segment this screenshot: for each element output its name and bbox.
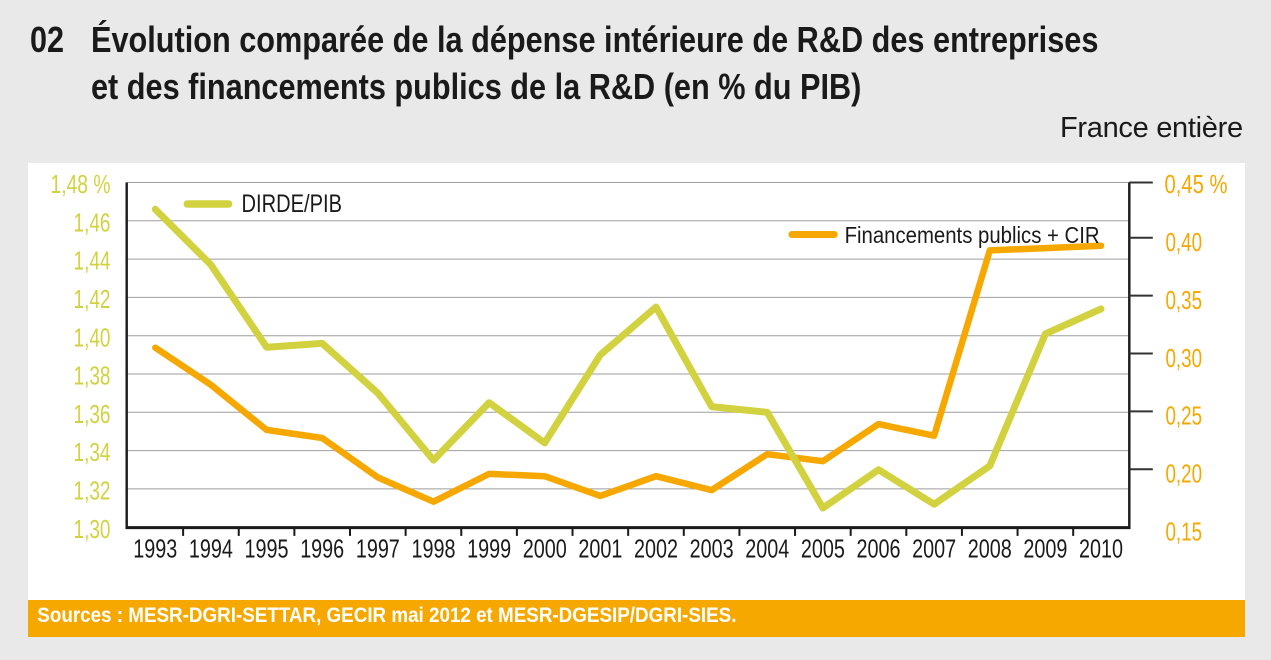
svg-text:1,36: 1,36 <box>74 399 111 429</box>
svg-text:1995: 1995 <box>245 533 289 563</box>
svg-text:2003: 2003 <box>690 533 734 563</box>
svg-text:0,20: 0,20 <box>1166 459 1203 489</box>
svg-text:1,34: 1,34 <box>74 437 111 467</box>
svg-text:1996: 1996 <box>300 533 344 563</box>
svg-text:0,30: 0,30 <box>1166 343 1203 373</box>
svg-text:1,30: 1,30 <box>74 514 111 544</box>
svg-text:1998: 1998 <box>411 533 455 563</box>
svg-text:1994: 1994 <box>189 533 233 563</box>
svg-text:0,25: 0,25 <box>1166 401 1203 431</box>
svg-text:1,44: 1,44 <box>74 246 111 276</box>
svg-text:1,46: 1,46 <box>74 207 111 237</box>
svg-text:1999: 1999 <box>467 533 511 563</box>
svg-text:1,32: 1,32 <box>74 476 111 506</box>
svg-text:0,45 %: 0,45 % <box>1165 169 1228 199</box>
svg-text:DIRDE/PIB: DIRDE/PIB <box>242 190 343 218</box>
svg-text:2006: 2006 <box>856 533 900 563</box>
svg-text:2007: 2007 <box>912 533 956 563</box>
svg-text:Financements publics + CIR: Financements publics + CIR <box>845 222 1100 248</box>
svg-text:2000: 2000 <box>523 533 567 563</box>
svg-text:2002: 2002 <box>634 533 678 563</box>
svg-text:1997: 1997 <box>356 533 400 563</box>
svg-text:2005: 2005 <box>801 533 845 563</box>
svg-text:2008: 2008 <box>968 533 1012 563</box>
svg-text:2004: 2004 <box>745 533 789 563</box>
svg-text:1,40: 1,40 <box>74 322 111 352</box>
svg-text:1,48 %: 1,48 % <box>51 169 111 199</box>
svg-text:1,42: 1,42 <box>74 284 111 314</box>
svg-text:2001: 2001 <box>578 533 622 563</box>
svg-text:2009: 2009 <box>1023 533 1067 563</box>
svg-text:1,38: 1,38 <box>74 361 111 391</box>
svg-text:1993: 1993 <box>133 533 177 563</box>
svg-text:0,15: 0,15 <box>1166 517 1203 547</box>
svg-text:2010: 2010 <box>1079 533 1123 563</box>
svg-text:0,40: 0,40 <box>1166 227 1203 257</box>
svg-text:0,35: 0,35 <box>1166 285 1203 315</box>
